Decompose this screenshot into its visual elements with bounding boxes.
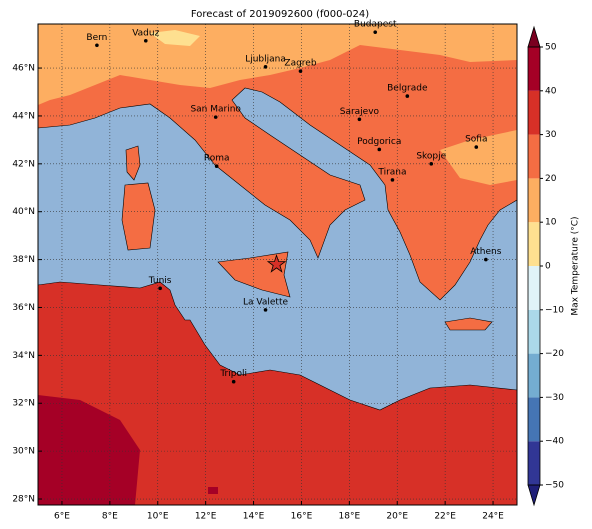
colorbar-level [528,353,540,398]
colorbar-tick-label: 20 [545,174,557,184]
city-dot [214,164,219,169]
lon-tick-label: 14°E [243,512,265,522]
city-label: Vaduz [132,28,159,38]
colorbar-tick-label: 50 [545,43,557,53]
city-dot [213,115,218,119]
city-label: Zagreb [284,59,316,69]
colorbar-under [527,484,541,507]
city-label: Sarajevo [340,107,380,117]
city-dot [263,65,268,69]
city-label: La Valette [243,297,288,307]
balkan-high [440,130,517,185]
city-label: Podgorica [357,137,401,147]
location-star [266,254,287,273]
city-dot [357,117,362,122]
lat-tick-label: 46°N [12,64,35,74]
city-label: San Marino [190,105,241,115]
title: Forecast of 2019092600 (f000-024) [191,9,369,20]
city-label: Ljubljana [245,54,286,64]
city-label: Budapest [354,20,397,30]
colorbar-level [528,90,540,135]
colorbar-tick-label: −30 [545,393,564,403]
colorbar-tick-label: 40 [545,86,557,96]
lat-tick-label: 40°N [12,207,35,217]
city-dot [377,147,382,152]
city-label: Skopje [416,151,446,161]
africa-hot [38,395,140,505]
alps [38,24,517,105]
city-label: Tirana [377,167,406,177]
city-dot [390,178,395,182]
colorbar-tick-label: −50 [545,481,564,491]
city-label: Athens [470,247,501,257]
africa-patch [208,487,218,494]
colorbar-level [528,441,540,485]
lat-tick-label: 36°N [12,303,35,313]
lat-tick-label: 32°N [12,399,35,409]
map-frame [37,23,518,506]
city-dot [143,38,148,43]
colorbar-tick-label: 0 [545,262,551,272]
city-dot [429,162,434,166]
city-dot [298,69,303,73]
city-dot [474,145,479,149]
lat-tick-label: 34°N [12,351,35,361]
city-label: Tripoli [219,369,247,379]
lon-tick-label: 16°E [291,512,313,522]
lon-tick-label: 18°E [339,512,361,522]
city-label: Sofia [465,135,487,145]
city-dot [158,286,162,291]
colorbar-level [528,266,540,310]
lat-tick-label: 28°N [12,495,35,505]
city-dot [484,257,488,262]
lon-tick-label: 20°E [386,512,408,522]
lon-tick-label: 8°E [102,512,118,522]
colorbar-tick-label: 30 [545,130,557,140]
colorbar-over [527,25,541,48]
colorbar-level [528,222,540,266]
city-label: Roma [204,154,230,164]
crete [444,317,493,331]
colorbar-level [528,47,540,91]
colorbar-tick-label: −20 [545,349,564,359]
alps-cold [150,30,200,46]
colorbar-label: Max Temperature (°C) [571,216,581,315]
city-label: Belgrade [387,84,428,94]
lat-tick-label: 38°N [12,255,35,265]
lon-tick-label: 10°E [147,512,169,522]
colorbar-level [528,397,540,442]
colorbar-tick-label: −40 [545,437,564,447]
lon-tick-label: 12°E [195,512,217,522]
city-label: Tunis [148,276,172,286]
colorbar-tick-label: 10 [545,218,557,228]
city-dot [95,43,99,48]
africa [38,282,517,505]
city-dot [263,308,268,312]
colorbar-level [528,134,540,179]
city-dot [231,379,236,384]
colorbar-level [528,309,540,354]
lon-tick-label: 6°E [54,512,70,522]
lon-tick-label: 24°E [482,512,504,522]
city-label: Bern [86,33,107,43]
city-dot [405,94,410,98]
colorbar-level [528,178,540,223]
sardinia [121,182,156,251]
lat-tick-label: 30°N [12,447,35,457]
lat-tick-label: 42°N [12,159,35,169]
lat-tick-label: 44°N [12,111,35,121]
city-dot [373,30,378,34]
colorbar-tick-label: −10 [545,305,564,315]
lon-tick-label: 22°E [434,512,456,522]
corsica [125,145,141,181]
